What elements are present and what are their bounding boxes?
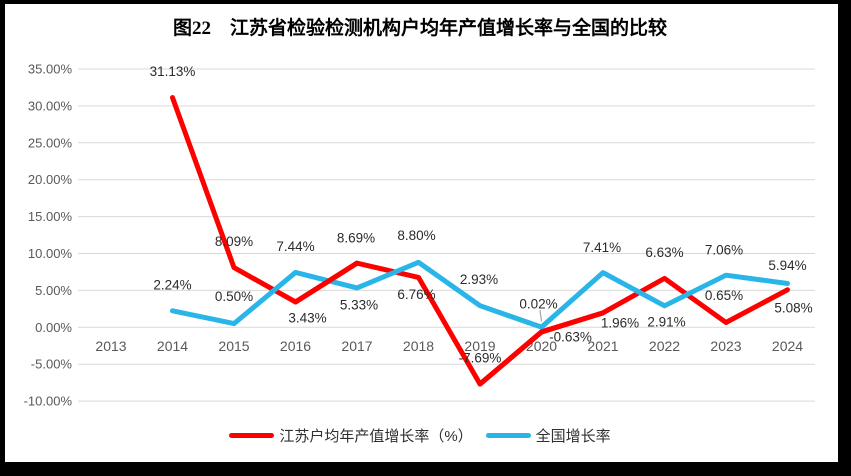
legend-item-jiangsu: 江苏户均年产值增长率（%）	[229, 425, 473, 446]
data-label: 6.63%	[645, 245, 683, 260]
data-label: 0.02%	[519, 297, 557, 312]
data-label: 2.24%	[153, 277, 191, 292]
data-label: 6.76%	[397, 287, 435, 302]
data-label: -0.63%	[549, 329, 592, 344]
data-label: 7.06%	[705, 243, 743, 258]
y-axis-tick-label: 20.00%	[28, 172, 73, 187]
chart-legend: 江苏户均年产值增长率（%） 全国增长率	[5, 424, 835, 446]
y-axis-tick-label: 5.00%	[35, 283, 72, 298]
legend-swatch-jiangsu	[229, 432, 275, 438]
y-axis-tick-label: 15.00%	[28, 209, 73, 224]
chart-title: 图22 江苏省检验检测机构户均年产值增长率与全国的比较	[172, 18, 667, 39]
data-label: 8.09%	[215, 234, 253, 249]
data-label: 1.96%	[601, 315, 639, 330]
legend-label-jiangsu: 江苏户均年产值增长率（%）	[279, 427, 473, 445]
data-label: 7.44%	[276, 239, 314, 254]
x-axis-label: 2017	[341, 338, 372, 354]
data-label: 8.69%	[337, 231, 375, 246]
x-axis-label: 2013	[95, 338, 126, 354]
x-axis-label: 2018	[403, 338, 434, 354]
series-line-national	[170, 259, 790, 330]
data-label: 5.33%	[340, 297, 378, 312]
y-axis-tick-label: -5.00%	[31, 357, 73, 372]
data-label: 2.91%	[647, 314, 685, 329]
legend-swatch-national	[485, 432, 531, 438]
data-label: 0.65%	[705, 288, 743, 303]
data-label: 8.80%	[397, 228, 435, 243]
y-axis-tick-label: 30.00%	[28, 98, 73, 113]
data-label: 5.94%	[768, 258, 806, 273]
y-axis-tick-label: 25.00%	[28, 135, 73, 150]
legend-label-national: 全国增长率	[535, 427, 611, 445]
series-line-jiangsu-overlay	[477, 310, 606, 387]
data-label: 2.93%	[460, 272, 498, 287]
legend-item-national: 全国增长率	[485, 425, 611, 446]
x-axis-label: 2024	[772, 338, 803, 354]
data-label: 5.08%	[774, 300, 812, 315]
data-label: 31.13%	[150, 64, 196, 79]
x-axis-label: 2015	[218, 338, 249, 354]
data-label: 0.50%	[215, 289, 253, 304]
y-axis-tick-label: 35.00%	[28, 62, 73, 77]
x-axis-label: 2023	[710, 338, 741, 354]
label-leader-line	[539, 309, 543, 322]
x-axis-label: 2014	[157, 338, 188, 354]
data-label: -7.69%	[459, 351, 502, 366]
x-axis-label: 2022	[649, 338, 680, 354]
y-axis-tick-label: 10.00%	[28, 246, 73, 261]
data-label: 3.43%	[288, 310, 326, 325]
data-label: 7.41%	[583, 240, 621, 255]
x-axis-label: 2016	[280, 338, 311, 354]
y-axis-tick-label: 0.00%	[35, 320, 72, 335]
x-axis-label: 2019	[464, 338, 495, 354]
x-axis-label: 2020	[526, 338, 557, 354]
x-axis-label: 2021	[587, 338, 618, 354]
chart-panel	[5, 4, 838, 462]
series-line-jiangsu-overlay	[293, 260, 360, 305]
y-axis-tick-label: -10.00%	[24, 394, 73, 409]
